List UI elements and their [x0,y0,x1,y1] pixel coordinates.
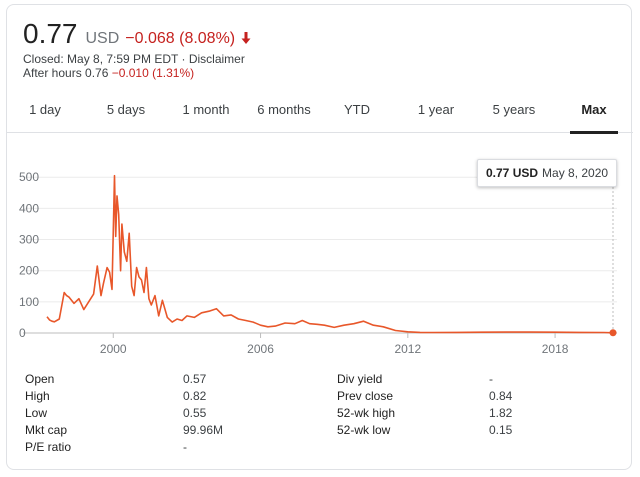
after-hours: After hours 0.76 −0.010 (1.31%) [23,66,194,80]
x-tick-label: 2000 [100,342,127,356]
arrow-down-icon [241,32,251,44]
stat-value: 0.15 [489,423,513,437]
stat-value: 0.55 [183,406,207,420]
y-tick-label: 400 [19,201,39,215]
stat-label: Prev close [337,389,394,403]
x-tick-label: 2012 [394,342,421,356]
price-chart[interactable]: 500 400 300 200 100 0 2000 2006 2012 2018 0.77 US… [7,155,633,365]
y-tick-label: 500 [19,170,39,184]
tab-6-months[interactable]: 6 months [257,102,311,117]
y-tick-label: 100 [19,295,39,309]
x-tick-label: 2018 [542,342,569,356]
stat-label: Mkt cap [25,423,68,437]
stat-value: 0.82 [183,389,207,403]
chart-tooltip: 0.77 USD May 8, 2020 [477,159,618,187]
stat-label: Open [25,372,55,386]
after-hours-change: −0.010 (1.31%) [111,66,195,80]
tab-5-days[interactable]: 5 days [106,102,146,117]
tab-max[interactable]: Max [570,95,618,134]
stat-value: 0.57 [183,372,207,386]
stat-value: - [183,440,187,454]
tab-1-day[interactable]: 1 day [29,102,61,117]
y-tick-label: 200 [19,264,39,278]
tab-1-year[interactable]: 1 year [417,102,455,117]
stat-label: 52-wk high [337,406,396,420]
current-price: 0.77 [23,18,78,49]
y-tick-label: 0 [19,326,26,340]
tooltip-price: 0.77 USD [486,166,539,180]
tooltip-date: May 8, 2020 [542,166,609,180]
stat-value: - [489,372,493,386]
closed-text: Closed: May 8, 7:59 PM EDT · [23,52,189,66]
x-tick-label: 2006 [247,342,274,356]
stat-label: 52-wk low [337,423,391,437]
stat-value: 1.82 [489,406,513,420]
stat-label: P/E ratio [25,440,72,454]
tab-1-month[interactable]: 1 month [182,102,230,117]
tab-5-years[interactable]: 5 years [492,102,536,117]
last-point-marker [609,329,617,337]
price-change: −0.068 (8.08%) [125,30,236,47]
stat-value: 0.84 [489,389,513,403]
price-series-line [46,174,614,334]
stock-card: 0.77 USD −0.068 (8.08%) Closed: May 8, 7… [6,4,633,470]
range-tabs: 1 day 5 days 1 month 6 months YTD 1 year… [7,95,633,134]
stat-value: 99.96M [183,423,224,437]
stat-label: High [25,389,50,403]
y-tick-label: 300 [19,233,39,247]
close-status: Closed: May 8, 7:59 PM EDT · Disclaimer [23,52,245,66]
currency-label: USD [85,30,120,47]
price-row: 0.77 USD −0.068 (8.08%) [23,19,251,49]
stat-label: Low [25,406,48,420]
tab-ytd[interactable]: YTD [344,102,370,117]
after-hours-label: After hours 0.76 [23,66,112,80]
stat-label: Div yield [337,372,383,386]
chart-svg: 500 400 300 200 100 0 2000 2006 2012 2018 [19,170,617,356]
disclaimer-link[interactable]: Disclaimer [188,52,245,66]
